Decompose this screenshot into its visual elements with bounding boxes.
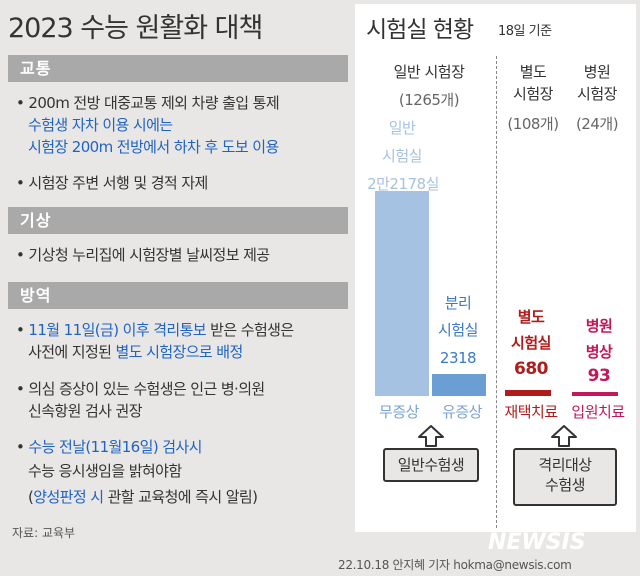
quarantine-bullet-1-line-2-text: 사전에 지정된 <box>28 343 116 361</box>
section-label-quarantine: 방역 <box>8 282 348 309</box>
quarantine-bullet-3-line-2: 수능 응시생임을 밝혀야함 <box>28 462 182 480</box>
bar-separate-room <box>505 389 551 396</box>
quarantine-bullet-3-blue: 수능 전날(11월16일) 검사시 <box>28 438 202 456</box>
panel-divider <box>496 56 497 528</box>
quarantine-bullet-1-rest: 받은 수험생은 <box>206 321 294 339</box>
quarantine-bullet-1-line-2: 사전에 지정된 별도 시험장으로 배정 <box>28 342 243 362</box>
traffic-bullet-2: • 시험장 주변 서행 및 경적 자제 <box>16 174 208 192</box>
bar-general-room <box>375 191 429 396</box>
bar-general-label-2: 시험실 <box>382 147 422 165</box>
traffic-bullet-1-blue-line-1: 수험생 자차 이용 시에는 <box>28 116 173 134</box>
isolated-box-line-1: 격리대상 <box>538 456 592 474</box>
bar-separated-label-1: 분리 <box>444 294 472 312</box>
section-label-traffic: 교통 <box>8 55 348 82</box>
general-venue-count: (1265개) <box>398 91 460 109</box>
paren-open: ( <box>28 488 34 506</box>
bar-separated-value: 2318 <box>439 349 477 367</box>
bar-separated-label-2: 시험실 <box>438 321 478 339</box>
bar-general-label-1: 일반 <box>388 119 416 137</box>
bar-hospital-label-2: 병상 <box>585 343 613 361</box>
bar-general-value: 2만2178실 <box>367 175 439 193</box>
credit-line: 22.10.18 안지혜 기자 hokma@newsis.com <box>338 558 572 572</box>
x-label-symptomatic: 유증상 <box>442 403 482 421</box>
quarantine-bullet-1-blue: 11월 11일(금) 이후 격리통보 <box>28 321 207 339</box>
isolated-examinee-box: 격리대상 수험생 <box>513 448 617 506</box>
x-label-asymptomatic: 무증상 <box>379 403 419 421</box>
separate-venue-count: (108개) <box>507 115 559 133</box>
traffic-bullet-1: • 200m 전방 대중교통 제외 차량 출입 통제 <box>16 94 280 112</box>
hospital-venue-label-1: 병원 <box>583 63 611 81</box>
up-arrow-icon <box>418 425 444 447</box>
quarantine-bullet-1: • 11월 11일(금) 이후 격리통보 받은 수험생은 <box>16 320 294 340</box>
general-examinee-box: 일반수험생 <box>383 448 479 482</box>
bar-separated-room <box>432 374 486 396</box>
quarantine-bullet-2-line-2: 신속항원 검사 권장 <box>28 402 143 420</box>
newsis-watermark: NEWSIS <box>488 530 586 555</box>
quarantine-bullet-3-line-3: (양성판정 시 관할 교육청에 즉시 알림) <box>28 487 258 507</box>
hospital-venue-count: (24개) <box>575 115 619 133</box>
up-arrow-icon <box>551 425 577 447</box>
traffic-bullet-1-blue-line-2: 시험장 200m 전방에서 하차 후 도보 이용 <box>28 138 279 156</box>
bar-hospital-bed <box>572 392 618 396</box>
bar-separate-value: 680 <box>514 359 549 379</box>
quarantine-bullet-3-line-3-blue: 양성판정 시 <box>33 488 104 506</box>
quarantine-bullet-2-line-1: • 의심 증상이 있는 수험생은 인근 병·의원 <box>16 380 265 398</box>
hospital-venue-label-2: 시험장 <box>577 85 617 103</box>
bar-separate-label-2: 시험실 <box>511 334 551 352</box>
source-note: 자료: 교육부 <box>12 526 76 540</box>
quarantine-bullet-3: • 수능 전날(11월16일) 검사시 <box>16 437 202 457</box>
x-label-home-treatment: 재택치료 <box>504 403 558 421</box>
bar-hospital-label-1: 병원 <box>585 317 613 335</box>
bullet-mark: • <box>16 438 29 456</box>
general-venue-label: 일반 시험장 <box>393 63 465 81</box>
panel-subtitle: 18일 기준 <box>498 24 552 39</box>
panel-title: 시험실 현황 <box>366 17 474 43</box>
page-title: 2023 수능 원활화 대책 <box>8 13 263 44</box>
quarantine-bullet-3-line-3-rest: 관할 교육청에 즉시 알림) <box>103 488 258 506</box>
bullet-mark: • <box>16 321 29 339</box>
weather-bullet-1: • 기상청 누리집에 시험장별 날씨정보 제공 <box>16 246 270 264</box>
bar-separate-label-1: 별도 <box>517 308 545 326</box>
quarantine-bullet-1-line-2-blue: 별도 시험장으로 배정 <box>115 343 244 361</box>
x-label-hospitalized: 입원치료 <box>571 403 625 421</box>
isolated-box-line-2: 수험생 <box>545 476 585 494</box>
section-label-weather: 기상 <box>8 207 348 234</box>
separate-venue-label-2: 시험장 <box>513 85 553 103</box>
bar-hospital-value: 93 <box>587 366 611 386</box>
separate-venue-label-1: 별도 <box>519 63 547 81</box>
